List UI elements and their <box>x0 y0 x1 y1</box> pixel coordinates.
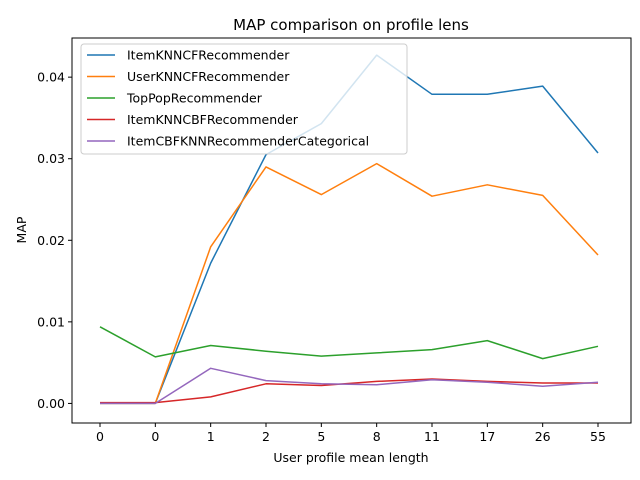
y-tick-label: 0.02 <box>37 233 65 248</box>
x-tick-label: 5 <box>317 429 325 444</box>
series-line <box>100 162 599 405</box>
x-tick-label: 8 <box>373 429 381 444</box>
plot-frame <box>71 37 632 424</box>
x-tick-label: 1 <box>207 429 215 444</box>
x-axis-label: User profile mean length <box>273 450 428 465</box>
series-line <box>99 326 599 360</box>
y-tick-label: 0.04 <box>37 70 65 85</box>
x-axis: 0 0 1 2 5 8 11 17 26 55 <box>96 423 606 444</box>
x-tick-label: 11 <box>424 429 440 444</box>
chart-title: MAP comparison on profile lens <box>233 16 469 34</box>
x-tick-label: 26 <box>535 429 551 444</box>
x-tick-label: 2 <box>262 429 270 444</box>
series-line <box>100 367 599 405</box>
series-line <box>100 378 598 404</box>
legend-box <box>80 43 408 155</box>
y-tick-label: 0.03 <box>37 151 65 166</box>
x-tick-label: 0 <box>151 429 159 444</box>
x-tick-label: 55 <box>590 429 606 444</box>
y-axis: 0.00 0.01 0.02 0.03 0.04 <box>37 70 72 411</box>
x-tick-label: 0 <box>96 429 104 444</box>
legend: ItemKNNCFRecommender UserKNNCFRecommender… <box>80 43 408 155</box>
y-tick-label: 0.01 <box>37 314 65 329</box>
y-tick-label: 0.00 <box>37 396 65 411</box>
legend-entry-label: TopPopRecommender <box>126 91 263 106</box>
legend-entry-label: ItemCBFKNNRecommenderCategorical <box>127 134 369 149</box>
x-tick-label: 17 <box>479 429 495 444</box>
legend-entry-label: UserKNNCFRecommender <box>127 69 290 84</box>
y-axis-label: MAP <box>14 216 29 243</box>
legend-entry-label: ItemKNNCBFRecommender <box>127 112 299 127</box>
legend-entry-label: ItemKNNCFRecommender <box>127 48 290 63</box>
